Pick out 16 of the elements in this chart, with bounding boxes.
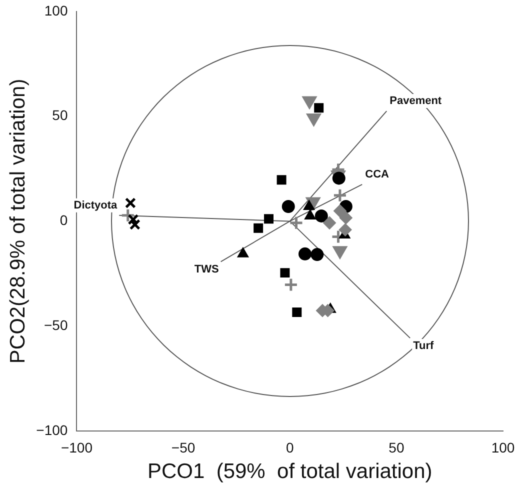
series-label: Dictyota [74,199,118,212]
series-label: Pavement [390,95,442,108]
series-label: Turf [413,340,434,352]
x-axis-title: PCO1 (59% of total variation) [147,460,432,484]
y-axis-title: PCO2(28.9% of total variation) [6,78,30,364]
y-tick-label: 0 [60,212,68,228]
series-label: TWS [194,264,219,276]
x-tick-label: 100 [491,439,515,456]
y-tick-label: −50 [44,316,68,333]
y-tick-label: −100 [36,422,68,438]
series-label: CCA [365,168,390,181]
y-tick-label: 50 [52,107,68,124]
y-tick-label: 100 [44,2,68,18]
x-tick-label: 0 [286,439,294,456]
x-tick-label: 50 [388,439,404,456]
x-tick-label: −50 [171,439,196,456]
